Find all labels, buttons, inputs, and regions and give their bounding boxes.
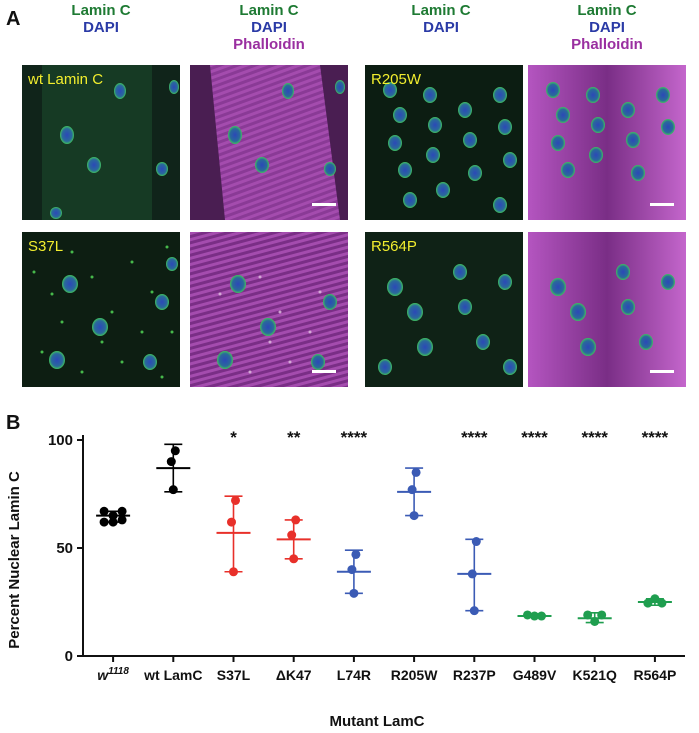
data-point: [229, 567, 238, 577]
header-1-dapi: DAPI: [83, 19, 119, 36]
significance-marker: ****: [461, 428, 488, 447]
micrograph-s37l-merge: [190, 232, 348, 387]
data-point: [530, 611, 539, 621]
data-point: [351, 549, 361, 559]
x-tick-label: S37L: [217, 667, 251, 683]
data-point: [471, 537, 481, 547]
data-point: [597, 610, 607, 620]
header-2-phalloidin: Phalloidin: [233, 36, 305, 53]
data-point: [166, 457, 176, 467]
header-3-dapi: DAPI: [423, 19, 459, 36]
scale-bar: [312, 203, 336, 206]
data-point: [407, 485, 417, 495]
data-point: [347, 565, 357, 575]
data-point: [643, 598, 653, 608]
data-point: [657, 598, 667, 608]
data-point: [231, 495, 240, 505]
scale-bar: [650, 370, 674, 373]
x-tick-label: ΔK47: [276, 667, 312, 683]
header-1-lamin: Lamin C: [71, 2, 131, 19]
y-tick-label: 100: [48, 432, 73, 449]
data-point: [99, 506, 109, 516]
image-label-r205w: R205W: [371, 71, 422, 88]
significance-marker: ****: [521, 428, 548, 447]
data-point: [411, 467, 421, 477]
data-point: [590, 616, 600, 626]
micrograph-wt-merge: [190, 65, 348, 220]
data-point: [108, 517, 118, 527]
panel-a-letter: A: [6, 8, 21, 30]
micrograph-wt-lamin: wt Lamin C: [22, 65, 180, 220]
y-axis-label: Percent Nuclear Lamin C: [6, 471, 23, 649]
data-point: [227, 517, 236, 527]
image-label-s37l: S37L: [28, 238, 64, 255]
column-header-1: Lamin C DAPI: [21, 2, 181, 36]
scale-bar: [650, 203, 674, 206]
significance-marker: **: [287, 428, 301, 447]
data-point: [409, 511, 419, 521]
data-point: [583, 610, 593, 620]
data-point: [523, 610, 532, 620]
header-2-lamin: Lamin C: [239, 2, 299, 19]
x-tick-label: L74R: [337, 667, 371, 683]
column-header-3: Lamin C DAPI: [361, 2, 521, 36]
header-4-phalloidin: Phalloidin: [571, 36, 643, 53]
data-point: [469, 606, 479, 616]
micrograph-r205w-lamin: R205W: [365, 65, 523, 220]
micrograph-r564p-merge: [528, 232, 686, 387]
column-header-2: Lamin C DAPI Phalloidin: [189, 2, 349, 53]
micrograph-r564p-lamin: R564P: [365, 232, 523, 387]
significance-marker: ****: [642, 428, 669, 447]
image-label-r564p: R564P: [371, 238, 417, 255]
data-point: [650, 594, 660, 604]
panel-b-letter: B: [6, 412, 21, 434]
micrograph-s37l-lamin: S37L: [22, 232, 180, 387]
x-tick-label: wt LamC: [143, 667, 202, 683]
x-axis-label: Mutant LamC: [330, 713, 425, 730]
data-point: [287, 530, 297, 540]
x-tick-label: R205W: [391, 667, 438, 683]
x-tick-label: K521Q: [573, 667, 617, 683]
x-tick-label: w1118: [97, 666, 129, 683]
header-4-dapi: DAPI: [589, 19, 625, 36]
header-3-lamin: Lamin C: [411, 2, 471, 19]
data-point: [170, 446, 180, 456]
data-point: [467, 569, 477, 579]
x-tick-label: R564P: [633, 667, 676, 683]
y-tick-label: 50: [56, 540, 73, 557]
image-label-wt: wt Lamin C: [28, 71, 104, 88]
data-point: [349, 588, 359, 598]
header-4-lamin: Lamin C: [577, 2, 637, 19]
data-point: [108, 511, 118, 521]
micrograph-r205w-merge: [528, 65, 686, 220]
data-point: [537, 611, 546, 621]
y-tick-label: 0: [65, 648, 73, 665]
data-point: [99, 517, 109, 527]
significance-marker: ****: [341, 428, 368, 447]
lamin-scatter-chart: Percent Nuclear Lamin C Mutant LamC 0 50 1…: [6, 428, 685, 730]
significance-marker: *: [230, 428, 237, 447]
significance-marker: ****: [581, 428, 608, 447]
x-tick-label: R237P: [453, 667, 496, 683]
data-point: [291, 515, 301, 525]
scale-bar: [312, 370, 336, 373]
header-2-dapi: DAPI: [251, 19, 287, 36]
x-tick-label: G489V: [513, 667, 557, 683]
data-point: [289, 554, 299, 564]
data-point: [117, 506, 127, 516]
data-point: [168, 485, 178, 495]
column-header-4: Lamin C DAPI Phalloidin: [527, 2, 687, 53]
data-point: [117, 515, 127, 525]
